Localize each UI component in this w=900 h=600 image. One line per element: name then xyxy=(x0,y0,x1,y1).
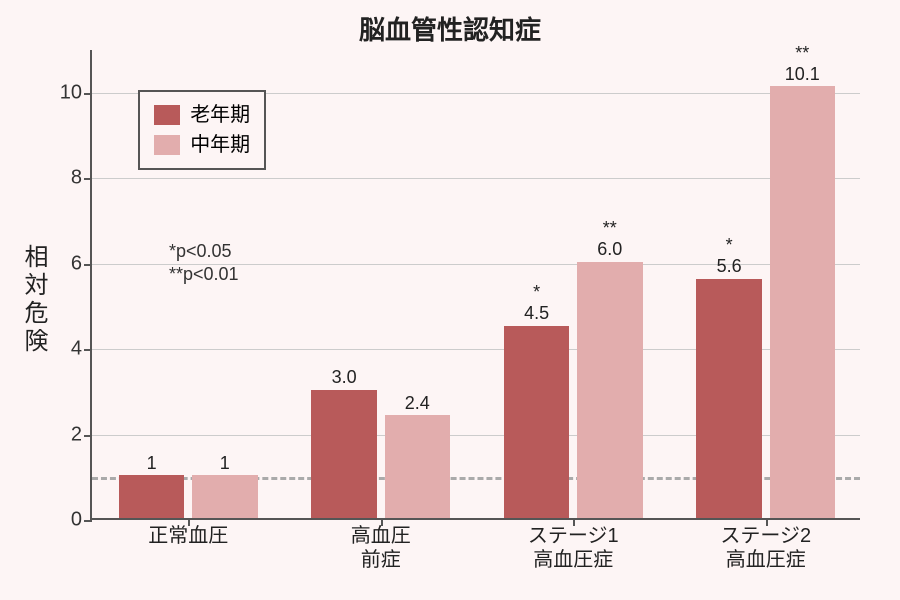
x-category-label: ステージ2高血圧症 xyxy=(670,518,863,572)
bar: 3.0 xyxy=(311,390,376,518)
ytick-label: 6 xyxy=(71,252,92,275)
bar: *5.6 xyxy=(696,279,761,518)
bar: 2.4 xyxy=(385,415,450,518)
bar: **6.0 xyxy=(577,262,642,518)
bar-value-label: 3.0 xyxy=(304,367,384,390)
bar: **10.1 xyxy=(770,86,835,518)
bar-value-label: 1 xyxy=(112,453,192,476)
significance-annotation: *p<0.05**p<0.01 xyxy=(169,240,239,287)
x-category-label: ステージ1高血圧症 xyxy=(477,518,670,572)
ytick-label: 10 xyxy=(60,81,92,104)
ytick-label: 4 xyxy=(71,338,92,361)
bar-value-label: **10.1 xyxy=(762,43,842,86)
legend-swatch xyxy=(154,135,180,155)
legend: 老年期中年期 xyxy=(138,90,266,170)
legend-swatch xyxy=(154,105,180,125)
y-axis-label: 相対危険 xyxy=(16,244,51,356)
legend-item: 中年期 xyxy=(154,130,250,160)
plot-area: 0246810正常血圧11高血圧前症3.02.4ステージ1高血圧症*4.5**6… xyxy=(90,50,860,520)
bar-value-label: **6.0 xyxy=(570,218,650,261)
bar-value-label: 1 xyxy=(185,453,265,476)
x-category-label: 高血圧前症 xyxy=(285,518,478,572)
legend-item: 老年期 xyxy=(154,100,250,130)
bar-value-label: 2.4 xyxy=(377,393,457,416)
bar: *4.5 xyxy=(504,326,569,518)
ytick-label: 0 xyxy=(71,509,92,532)
x-category-label: 正常血圧 xyxy=(92,518,285,548)
bar: 1 xyxy=(192,475,257,518)
bar-value-label: *4.5 xyxy=(497,282,577,325)
grid-line xyxy=(92,178,860,179)
bar: 1 xyxy=(119,475,184,518)
chart-title: 脳血管性認知症 xyxy=(0,10,900,47)
bar-value-label: *5.6 xyxy=(689,235,769,278)
legend-label: 中年期 xyxy=(190,130,250,160)
ytick-label: 2 xyxy=(71,423,92,446)
legend-label: 老年期 xyxy=(190,100,250,130)
ytick-label: 8 xyxy=(71,167,92,190)
